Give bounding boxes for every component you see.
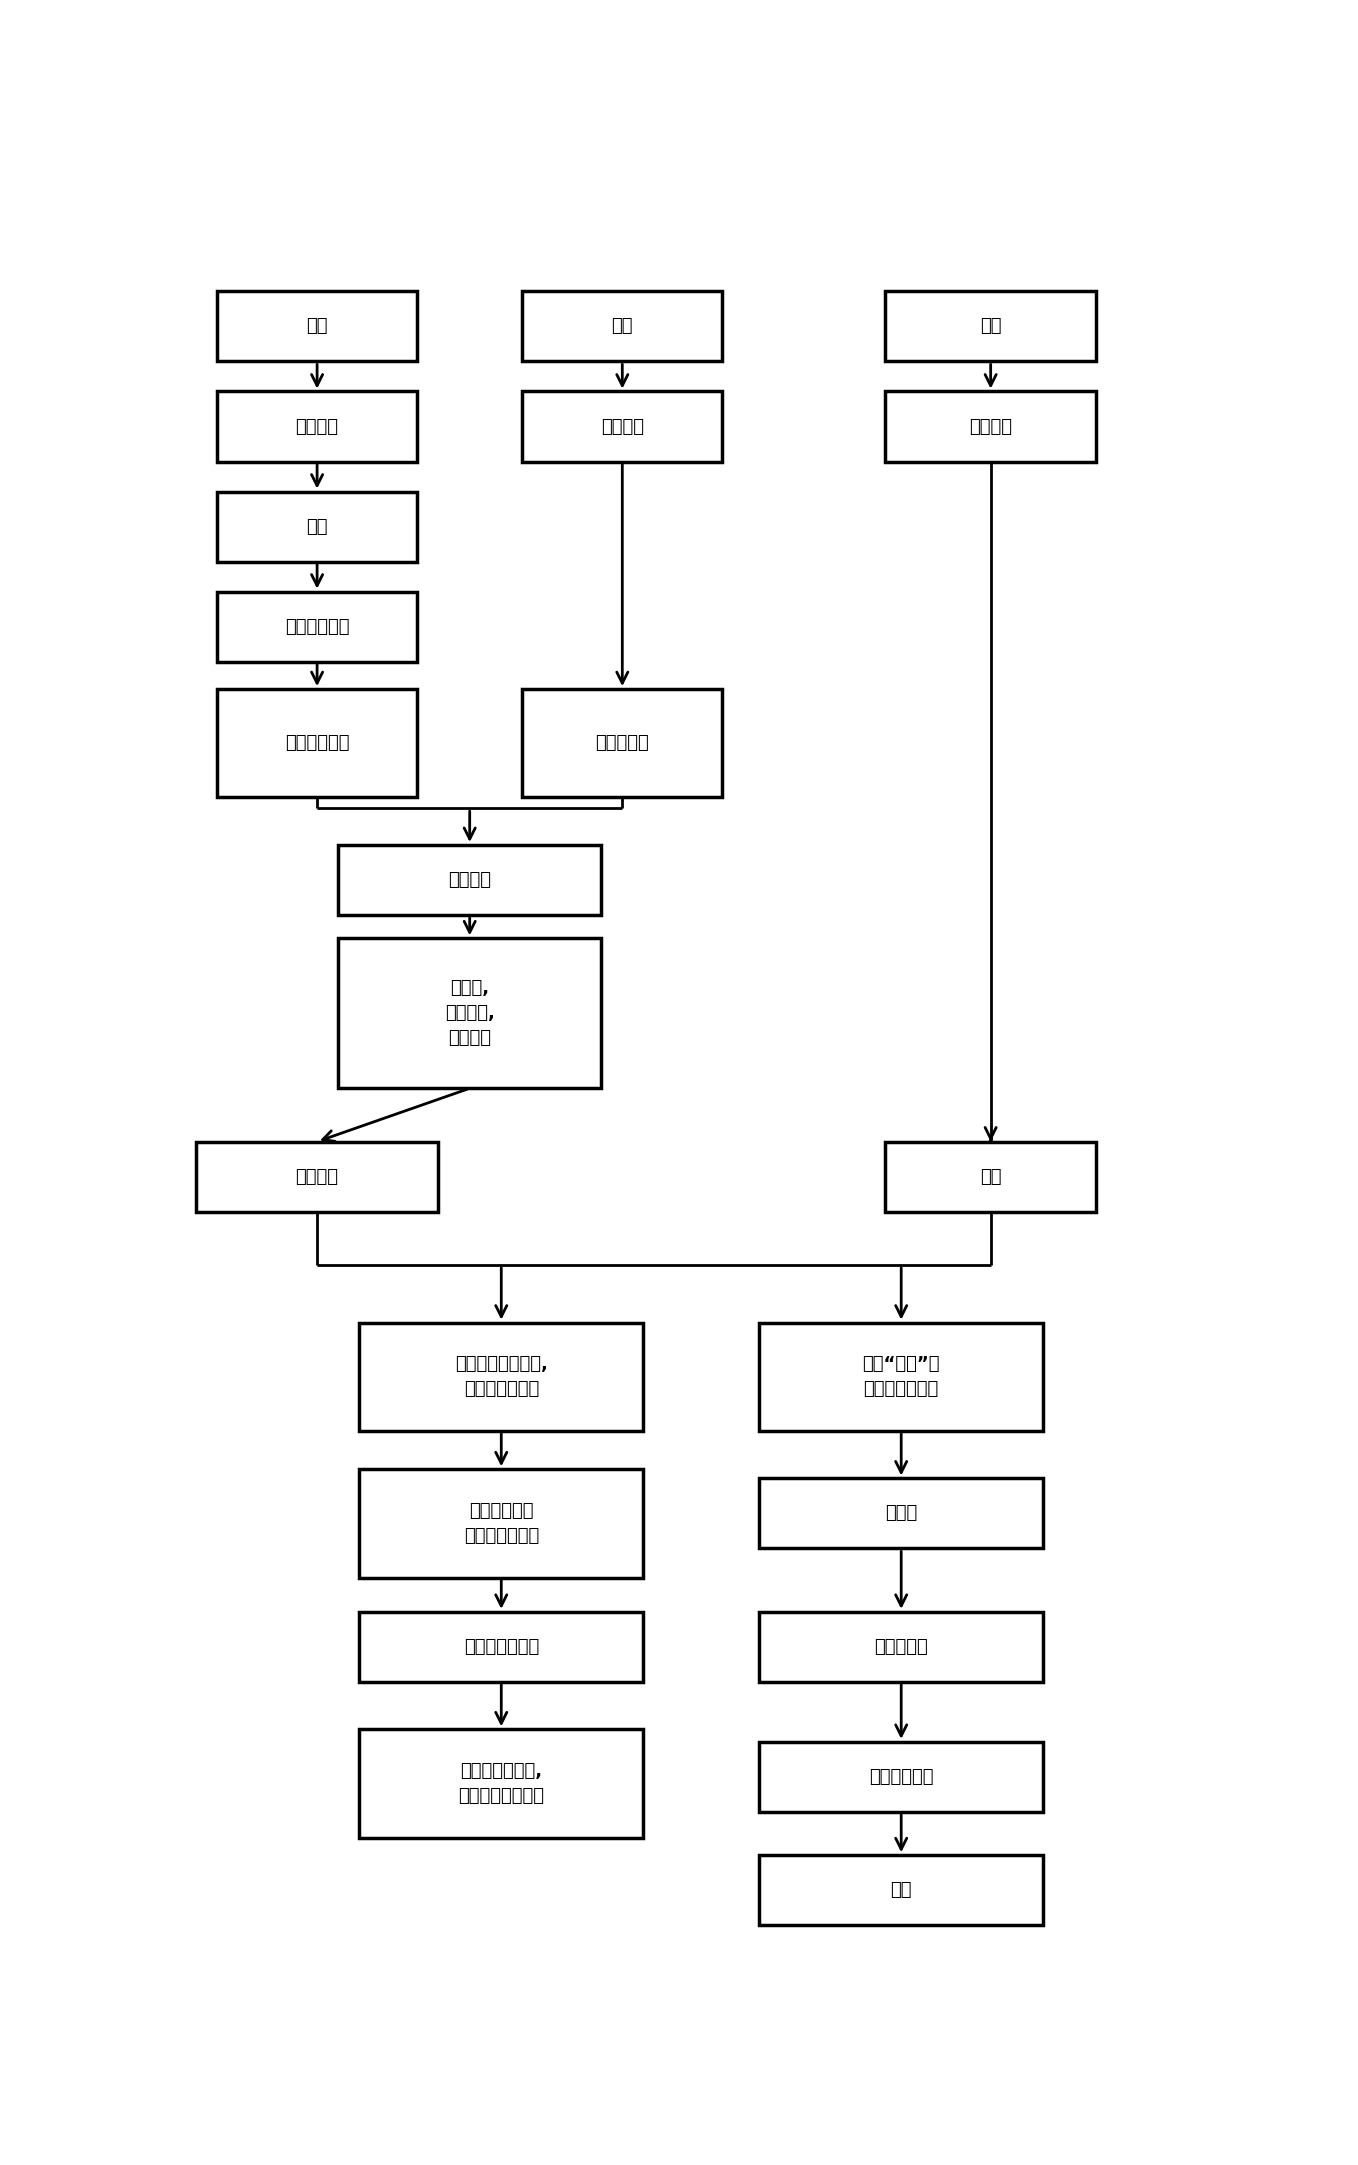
Text: 闭合模板: 闭合模板 — [448, 870, 492, 890]
Text: 安装环,
捆扎系带,
移动模板: 安装环, 捆扎系带, 移动模板 — [445, 979, 494, 1048]
FancyBboxPatch shape — [523, 688, 722, 797]
FancyBboxPatch shape — [196, 1141, 439, 1212]
FancyBboxPatch shape — [759, 1855, 1043, 1925]
Text: 取棒: 取棒 — [307, 318, 327, 336]
Text: 取管: 取管 — [980, 318, 1001, 336]
FancyBboxPatch shape — [217, 591, 417, 662]
FancyBboxPatch shape — [359, 1323, 644, 1431]
Text: 连续拉伸操作: 连续拉伸操作 — [869, 1769, 933, 1786]
FancyBboxPatch shape — [217, 292, 417, 362]
FancyBboxPatch shape — [759, 1611, 1043, 1682]
Text: 施加活塞压力
将组件完全插入: 施加活塞压力 将组件完全插入 — [463, 1503, 539, 1546]
Text: 发送“压缩”至
连续的拉伸操作: 发送“压缩”至 连续的拉伸操作 — [862, 1355, 940, 1399]
Text: 盐浴式处理: 盐浴式处理 — [875, 1637, 928, 1656]
FancyBboxPatch shape — [217, 491, 417, 561]
Text: 化学处理: 化学处理 — [600, 418, 644, 435]
Text: 用尼龙密封端部: 用尼龙密封端部 — [463, 1637, 539, 1656]
FancyBboxPatch shape — [359, 1611, 644, 1682]
FancyBboxPatch shape — [338, 844, 602, 916]
FancyBboxPatch shape — [359, 1470, 644, 1578]
Text: 第一次拉伸操作,
压缩并拉长外部管: 第一次拉伸操作, 压缩并拉长外部管 — [458, 1762, 545, 1806]
FancyBboxPatch shape — [759, 1743, 1043, 1812]
FancyBboxPatch shape — [523, 392, 722, 461]
FancyBboxPatch shape — [759, 1323, 1043, 1431]
Text: 至装配工作台: 至装配工作台 — [285, 617, 349, 637]
FancyBboxPatch shape — [759, 1479, 1043, 1548]
FancyBboxPatch shape — [217, 392, 417, 461]
FancyBboxPatch shape — [885, 392, 1096, 461]
FancyBboxPatch shape — [523, 292, 722, 362]
FancyBboxPatch shape — [885, 292, 1096, 362]
Text: 电缆: 电缆 — [891, 1881, 913, 1899]
FancyBboxPatch shape — [338, 937, 602, 1089]
Text: 烘干: 烘干 — [307, 517, 327, 535]
FancyBboxPatch shape — [885, 1141, 1096, 1212]
Text: 插入模板孔中: 插入模板孔中 — [285, 734, 349, 751]
Text: 化学处理: 化学处理 — [296, 418, 338, 435]
FancyBboxPatch shape — [359, 1730, 644, 1838]
Text: 盖端部: 盖端部 — [885, 1505, 917, 1522]
Text: 获得组件: 获得组件 — [296, 1167, 338, 1186]
Text: 置于模板上: 置于模板上 — [595, 734, 649, 751]
Text: 取芯: 取芯 — [611, 318, 633, 336]
Text: 化学处理: 化学处理 — [970, 418, 1012, 435]
Text: 辊子: 辊子 — [980, 1167, 1001, 1186]
Text: 将管安装到组件上,
切割带，移动环: 将管安装到组件上, 切割带，移动环 — [455, 1355, 547, 1399]
FancyBboxPatch shape — [217, 688, 417, 797]
